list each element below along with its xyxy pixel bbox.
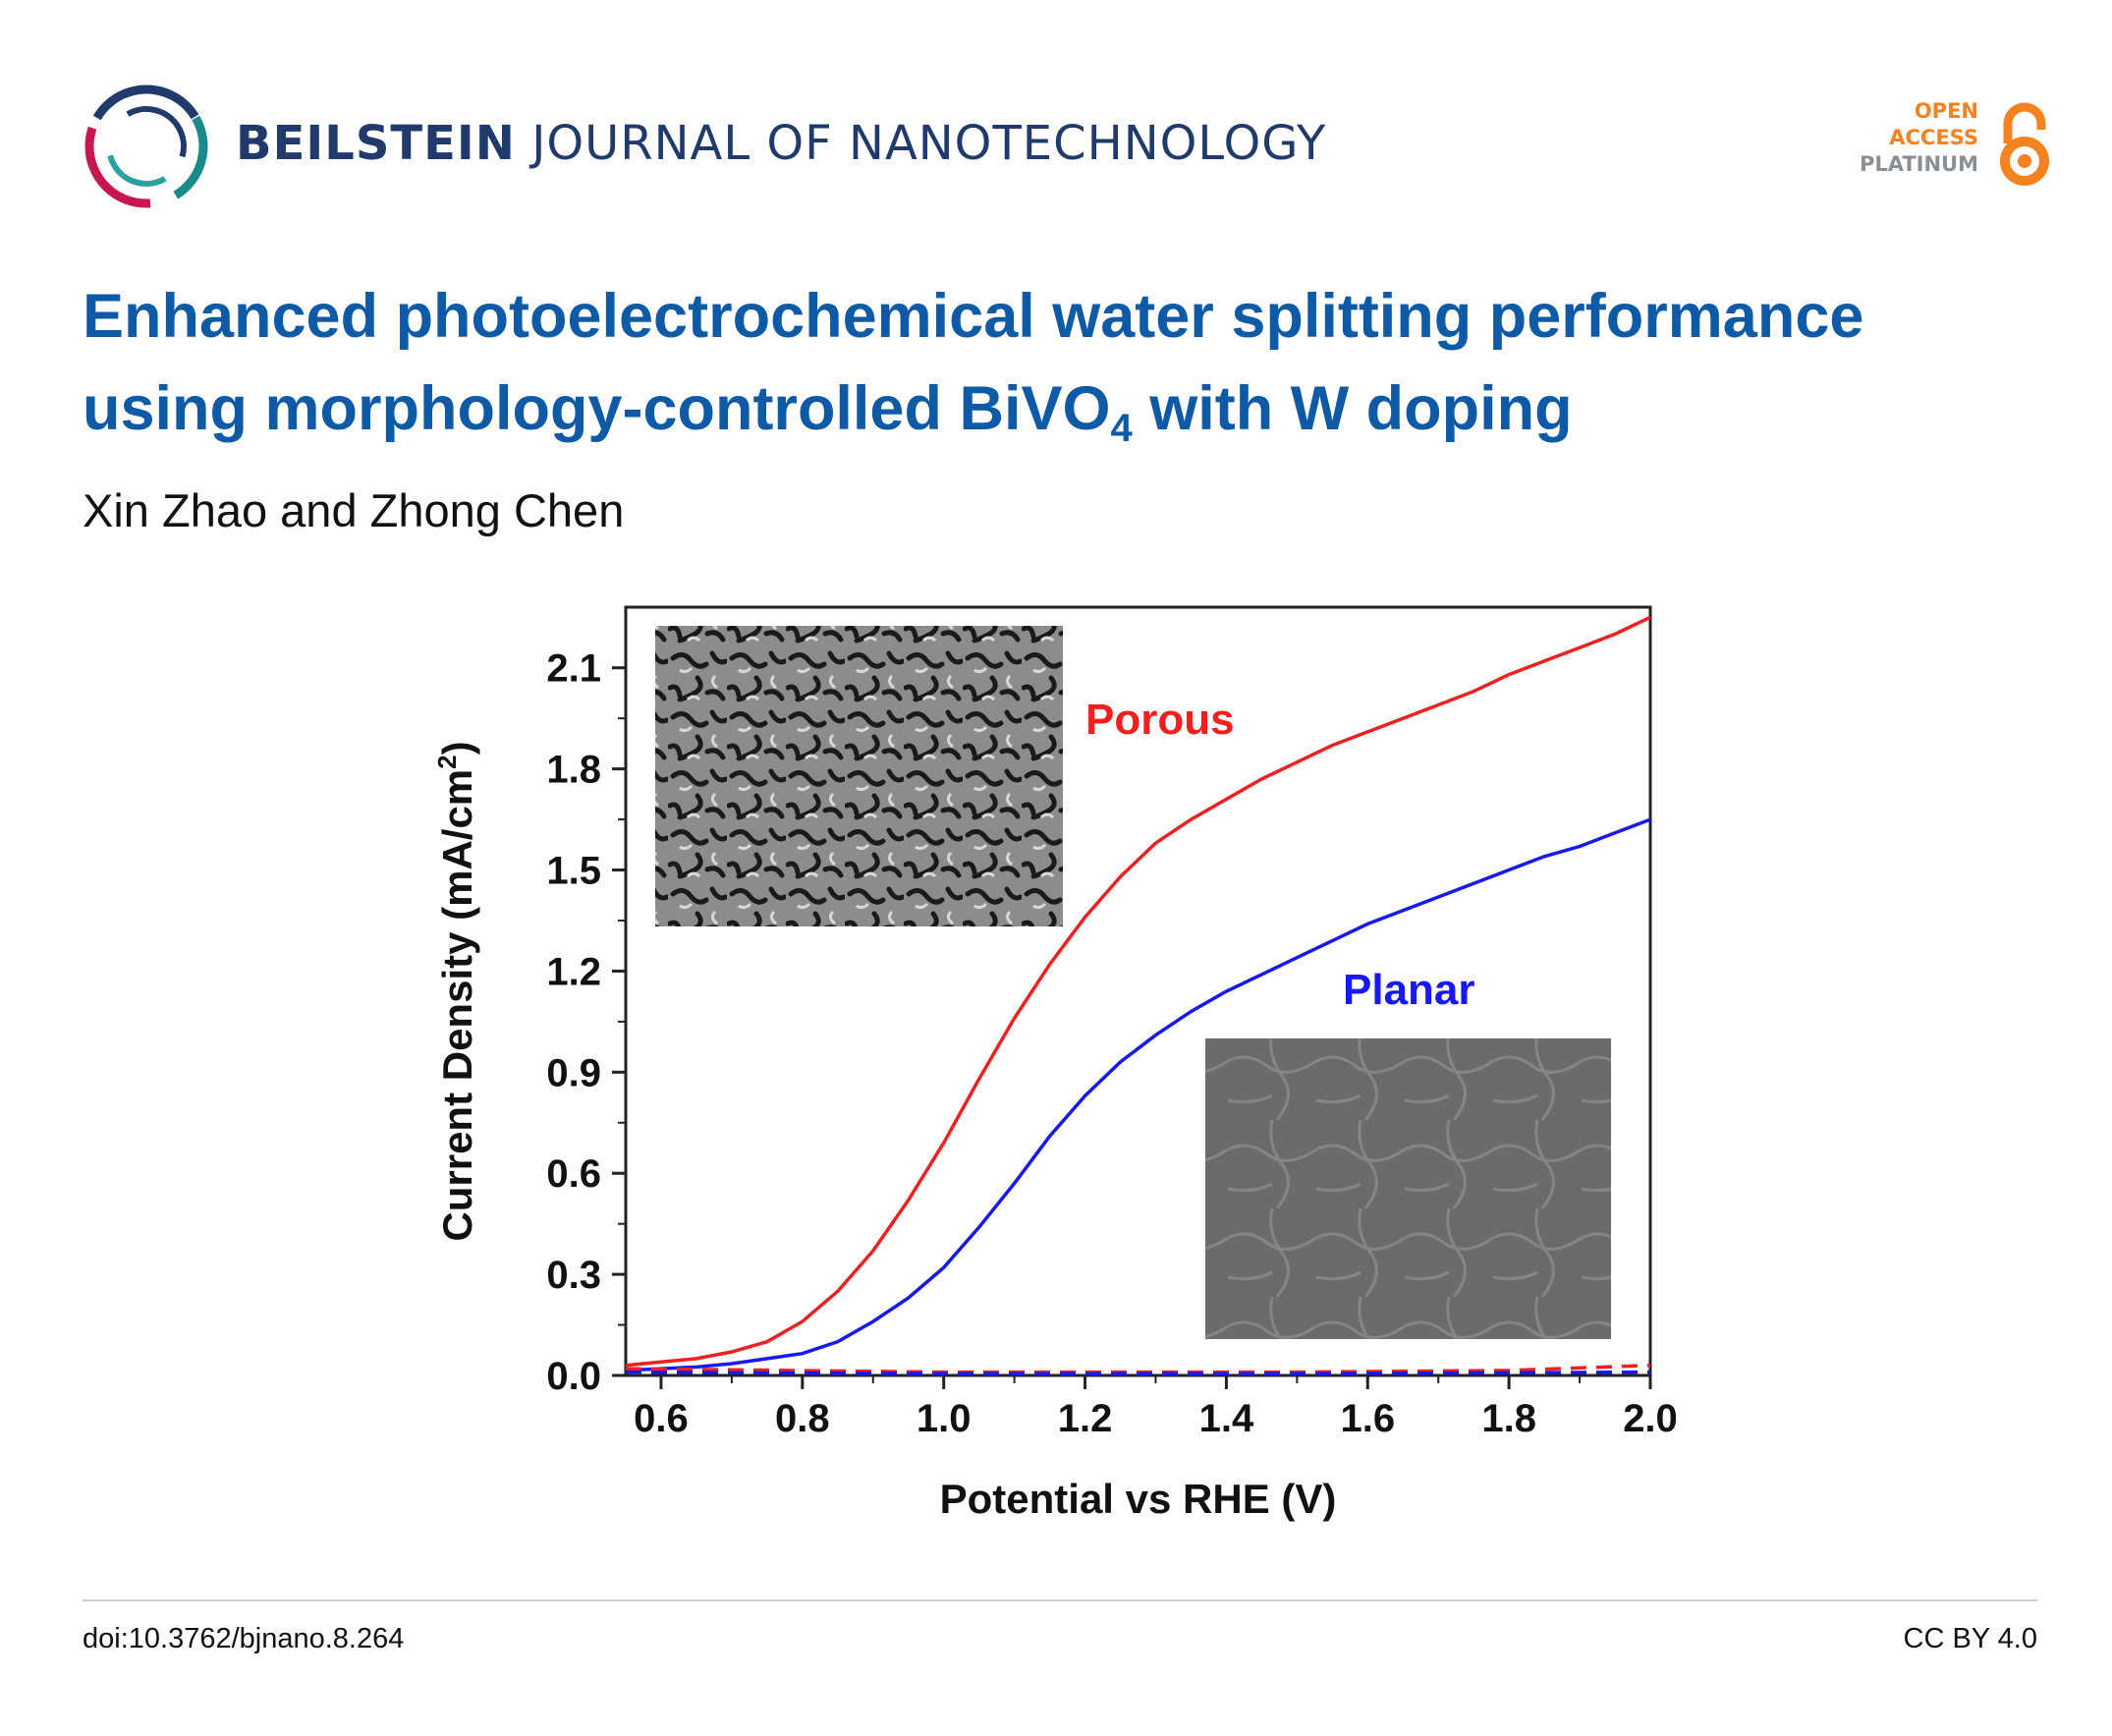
graphical-abstract-chart: 0.6 0.8 1.0 1.2 1.4 1.6 1.8 2.0 0.0 0.3 0.6 0.9 1.2 1… [432, 605, 1678, 1522]
annotation-porous: Porous [1085, 696, 1235, 744]
y-tick-label: 1.8 [546, 749, 601, 792]
oa-line2: ACCESS [1889, 126, 1978, 149]
x-tick-label: 0.8 [775, 1397, 830, 1440]
title-line-2-pre: using morphology-controlled BiVO [83, 374, 1111, 443]
x-tick-label: 1.4 [1199, 1397, 1254, 1440]
y-tick-label: 0.9 [546, 1051, 601, 1094]
series-line-porous [625, 615, 1651, 1368]
y-tick-label: 2.1 [546, 647, 601, 691]
footer-divider [83, 1599, 2037, 1601]
doi-link[interactable]: doi:10.3762/bjnano.8.264 [83, 1623, 405, 1654]
x-tick-label: 1.8 [1481, 1397, 1536, 1440]
journal-name-bold: BEILSTEIN [236, 116, 516, 171]
open-access-lock-icon [2000, 102, 2049, 186]
title-subscript: 4 [1110, 407, 1133, 450]
journal-name-light: JOURNAL OF NANOTECHNOLOGY [531, 116, 1327, 171]
x-tick-label: 1.6 [1340, 1397, 1395, 1440]
license-text: CC BY 4.0 [1903, 1623, 2037, 1654]
y-tick-label: 0.6 [546, 1152, 601, 1196]
oa-line3: PLATINUM [1859, 152, 1978, 176]
y-tick-label: 0.3 [546, 1254, 601, 1297]
series-line-planar-dark [625, 1370, 1651, 1376]
annotation-planar: Planar [1343, 966, 1475, 1014]
x-axis-label: Potential vs RHE (V) [940, 1476, 1337, 1522]
oa-line1: OPEN [1914, 99, 1978, 123]
x-tick-label: 1.2 [1058, 1397, 1113, 1440]
y-tick-label: 1.2 [546, 950, 601, 993]
authors: Xin Zhao and Zhong Chen [83, 484, 625, 536]
open-access-badge: OPEN ACCESS PLATINUM [1859, 98, 2055, 192]
planar-sem-inset [1205, 1038, 1611, 1339]
article-title: Enhanced photoelectrochemical water spli… [83, 270, 2047, 455]
series-line-planar [625, 817, 1651, 1372]
series-line-porous-dark [625, 1363, 1651, 1374]
x-tick-label: 0.6 [634, 1397, 689, 1440]
y-tick-label: 0.0 [546, 1355, 601, 1398]
x-tick-label: 2.0 [1623, 1397, 1678, 1440]
title-line-1: Enhanced photoelectrochemical water spli… [83, 282, 1864, 351]
title-line-2: using morphology-controlled BiVO4 with W… [83, 363, 2047, 455]
y-tick-label: 1.5 [546, 850, 601, 893]
title-line-2-post: with W doping [1132, 374, 1573, 443]
porous-sem-inset [655, 626, 1063, 926]
journal-logo-icon [84, 84, 208, 208]
y-axis-label: Current Density (mA/cm2) [432, 741, 480, 1241]
x-tick-label: 1.0 [917, 1397, 972, 1440]
journal-name: BEILSTEIN JOURNAL OF NANOTECHNOLOGY [236, 116, 1326, 171]
